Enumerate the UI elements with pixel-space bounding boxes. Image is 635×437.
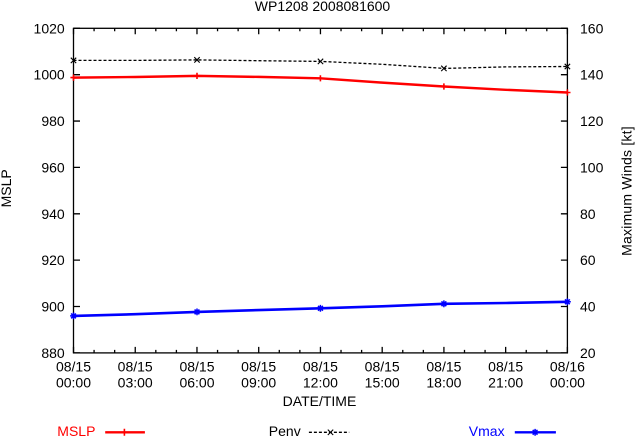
svg-text:WP1208 2008081600: WP1208 2008081600 bbox=[255, 0, 391, 14]
svg-text:1000: 1000 bbox=[34, 67, 65, 83]
svg-text:Vmax: Vmax bbox=[469, 423, 505, 437]
svg-text:DATE/TIME: DATE/TIME bbox=[283, 393, 357, 409]
svg-text:20: 20 bbox=[580, 345, 596, 361]
svg-text:MSLP: MSLP bbox=[57, 423, 95, 437]
svg-text:980: 980 bbox=[41, 113, 65, 129]
svg-text:1020: 1020 bbox=[34, 20, 65, 36]
svg-text:08/15: 08/15 bbox=[118, 359, 153, 375]
svg-text:120: 120 bbox=[580, 113, 604, 129]
svg-text:160: 160 bbox=[580, 20, 604, 36]
svg-text:40: 40 bbox=[580, 299, 596, 315]
svg-text:06:00: 06:00 bbox=[179, 374, 214, 390]
svg-text:900: 900 bbox=[41, 299, 65, 315]
svg-text:00:00: 00:00 bbox=[56, 374, 91, 390]
svg-text:15:00: 15:00 bbox=[365, 374, 400, 390]
svg-text:08/15: 08/15 bbox=[56, 359, 91, 375]
svg-text:12:00: 12:00 bbox=[303, 374, 338, 390]
svg-text:08/15: 08/15 bbox=[488, 359, 523, 375]
svg-text:08/16: 08/16 bbox=[550, 359, 585, 375]
svg-text:960: 960 bbox=[41, 159, 65, 175]
svg-text:MSLP: MSLP bbox=[0, 169, 14, 207]
svg-text:03:00: 03:00 bbox=[118, 374, 153, 390]
svg-text:08/15: 08/15 bbox=[426, 359, 461, 375]
svg-text:940: 940 bbox=[41, 206, 65, 222]
svg-text:08/15: 08/15 bbox=[241, 359, 276, 375]
svg-text:Maximum Winds [kt]: Maximum Winds [kt] bbox=[619, 126, 635, 256]
svg-text:Penv: Penv bbox=[269, 423, 301, 437]
svg-text:00:00: 00:00 bbox=[550, 374, 585, 390]
svg-text:21:00: 21:00 bbox=[488, 374, 523, 390]
svg-text:920: 920 bbox=[41, 252, 65, 268]
svg-text:08/15: 08/15 bbox=[179, 359, 214, 375]
svg-text:140: 140 bbox=[580, 67, 604, 83]
svg-text:880: 880 bbox=[41, 345, 65, 361]
svg-text:08/15: 08/15 bbox=[365, 359, 400, 375]
svg-text:09:00: 09:00 bbox=[241, 374, 276, 390]
svg-text:08/15: 08/15 bbox=[303, 359, 338, 375]
svg-text:100: 100 bbox=[580, 159, 604, 175]
svg-text:60: 60 bbox=[580, 252, 596, 268]
svg-text:18:00: 18:00 bbox=[426, 374, 461, 390]
svg-text:80: 80 bbox=[580, 206, 596, 222]
